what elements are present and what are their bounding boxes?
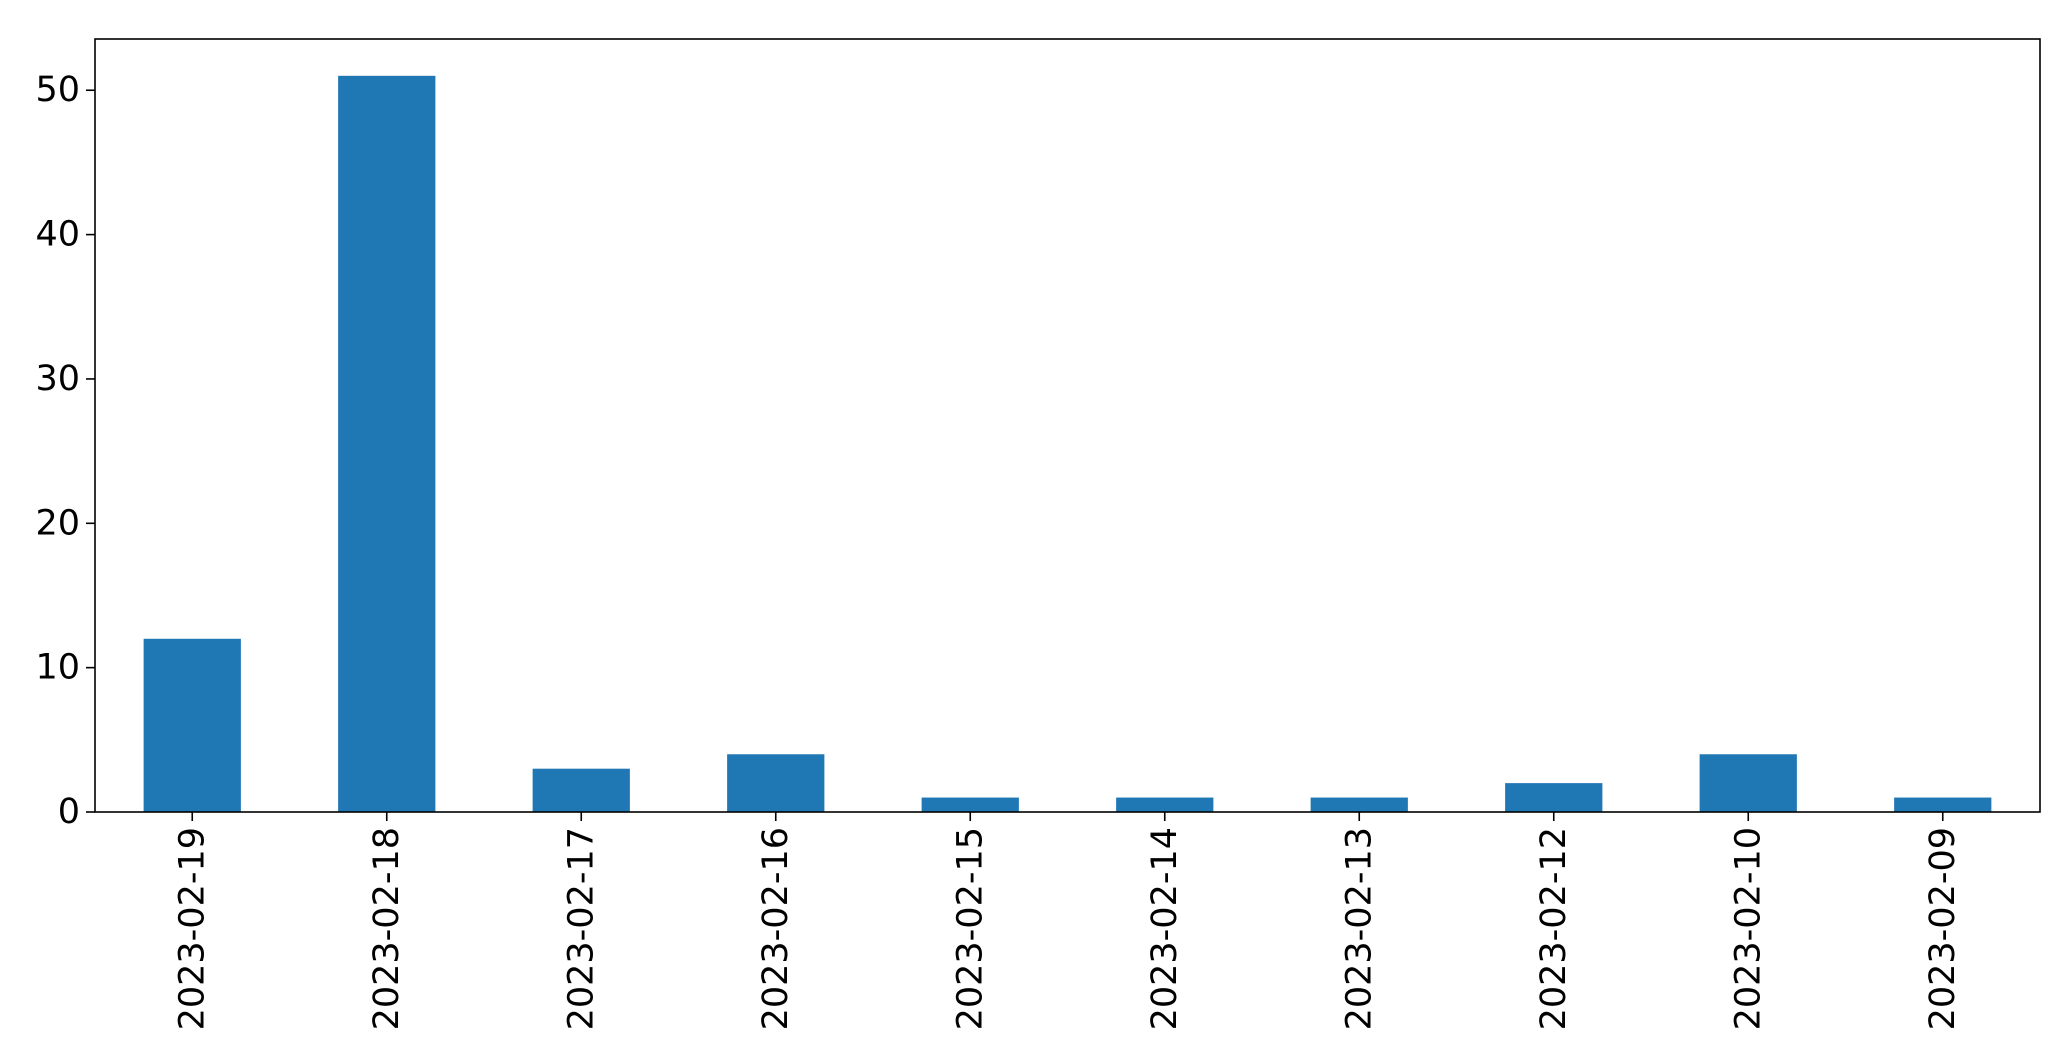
x-tick-label: 2023-02-15 — [950, 827, 990, 1030]
bar-2023-02-13 — [1310, 797, 1408, 812]
x-axis: 2023-02-19 2023-02-18 2023-02-17 2023-02-16… — [172, 812, 1963, 1030]
x-tick-label: 2023-02-17 — [561, 827, 601, 1030]
bars-group — [143, 75, 1992, 813]
x-tick-label: 2023-02-19 — [172, 827, 212, 1030]
y-tick-label: 0 — [58, 792, 80, 832]
x-tick-label: 2023-02-14 — [1145, 827, 1185, 1030]
x-tick-label: 2023-02-10 — [1728, 827, 1768, 1030]
y-tick-label: 40 — [35, 215, 80, 255]
y-tick-label: 30 — [35, 359, 80, 399]
x-tick-label: 2023-02-18 — [367, 827, 407, 1030]
bar-2023-02-15 — [921, 797, 1019, 812]
y-axis: 0 10 20 30 40 50 — [35, 70, 95, 832]
x-tick-label: 2023-02-09 — [1923, 827, 1963, 1030]
bar-2023-02-16 — [727, 754, 825, 812]
x-tick-label: 2023-02-16 — [756, 827, 796, 1030]
x-tick-label: 2023-02-13 — [1339, 827, 1379, 1030]
bar-2023-02-09 — [1894, 797, 1992, 812]
bar-2023-02-14 — [1116, 797, 1214, 812]
y-tick-label: 20 — [35, 503, 80, 543]
y-tick-label: 10 — [35, 648, 80, 688]
y-tick-label: 50 — [35, 70, 80, 110]
bar-2023-02-12 — [1505, 783, 1603, 812]
bar-2023-02-18 — [338, 75, 436, 813]
x-tick-label: 2023-02-12 — [1534, 827, 1574, 1030]
bar-2023-02-17 — [532, 768, 630, 812]
bar-2023-02-10 — [1699, 754, 1797, 812]
plot-frame — [94, 38, 2041, 813]
bar-2023-02-19 — [143, 638, 241, 812]
